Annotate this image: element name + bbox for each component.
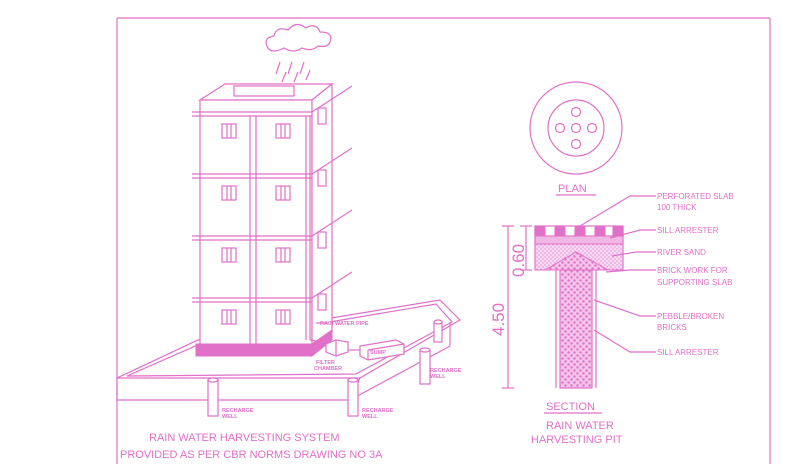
sump-label: SUMP (370, 350, 386, 356)
building (192, 82, 353, 358)
system-title-line-1: RAIN WATER HARVESTING SYSTEM (149, 432, 340, 444)
recharge-well-label-1: RECHARGE (430, 368, 462, 374)
river-sand-label: RIVER SAND (657, 248, 706, 257)
plan-label: PLAN (558, 183, 587, 195)
sump (348, 339, 405, 361)
perforated-slab-label-1: PERFORATED SLAB (657, 192, 734, 201)
pebble-label-1: PEBBLE/BROKEN (657, 312, 724, 321)
filter-chamber-label-1: FILTER (316, 360, 335, 366)
pit-title-line-2: HARVESTING PIT (531, 434, 623, 446)
dimension-small: 0.60 (509, 244, 528, 277)
brick-work-label-1: BRICK WORK FOR (657, 266, 728, 275)
recharge-well-label-2: WELL (430, 374, 446, 380)
pit-section (534, 225, 624, 389)
cloud-icon (265, 23, 332, 52)
dimension-large: 4.50 (489, 303, 508, 336)
perforated-slab-label-2: 100 THICK (657, 203, 697, 212)
recharge-well-left-label-1: RECHARGE (222, 408, 254, 414)
recharge-well-left-label-2: WELL (222, 414, 238, 420)
windows (221, 107, 327, 325)
leader-lines (579, 195, 656, 353)
system-title-line-2: PROVIDED AS PER CBR NORMS DRAWING NO 3A (120, 449, 383, 461)
pit-plan (529, 81, 623, 175)
filter-chamber (325, 339, 349, 357)
rain-drops (275, 61, 311, 83)
section-label: SECTION (546, 401, 595, 413)
recharge-well-mid-label-2: WELL (362, 414, 378, 420)
sill-arrester-top-label: SILL ARRESTER (657, 226, 719, 235)
brick-work-label-2: SUPPORTING SLAB (657, 278, 732, 287)
rain-water-pipe-label: RAIN WATER PIPE (320, 321, 369, 327)
dimension-lines (502, 225, 532, 389)
recharge-well (207, 319, 443, 417)
sill-arrester-bottom-label: SILL ARRESTER (657, 348, 719, 357)
pit-title-line-1: RAIN WATER (546, 420, 614, 432)
pebble-label-2: BRICKS (657, 323, 687, 332)
recharge-well-mid-label-1: RECHARGE (362, 408, 394, 414)
filter-chamber-label-2: CHAMBER (314, 366, 342, 372)
